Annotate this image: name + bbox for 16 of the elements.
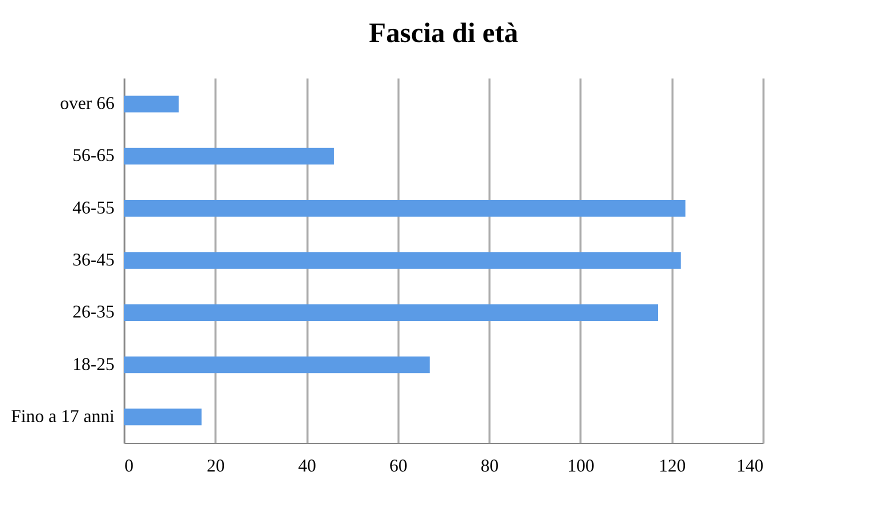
y-tick-label: 18-25 [72,354,114,374]
x-tick-label: 0 [124,456,134,476]
y-tick-label: 26-35 [72,302,114,322]
y-tick-label: Fino a 17 anni [11,406,114,426]
x-tick-label: 140 [736,456,764,476]
x-tick-label: 20 [206,456,225,476]
y-tick-label: 46-55 [72,197,114,218]
y-tick-label: over 66 [60,93,114,114]
x-tick-label: 60 [389,456,408,476]
x-tick-label: 80 [480,456,499,476]
chart-title: Fascia di età [368,18,518,49]
y-tick-label: 36-45 [72,250,114,270]
x-tick-label: 100 [567,456,594,476]
y-tick-label: 56-65 [72,145,114,166]
x-tick-label: 40 [298,456,316,476]
x-tick-label: 120 [658,456,686,476]
